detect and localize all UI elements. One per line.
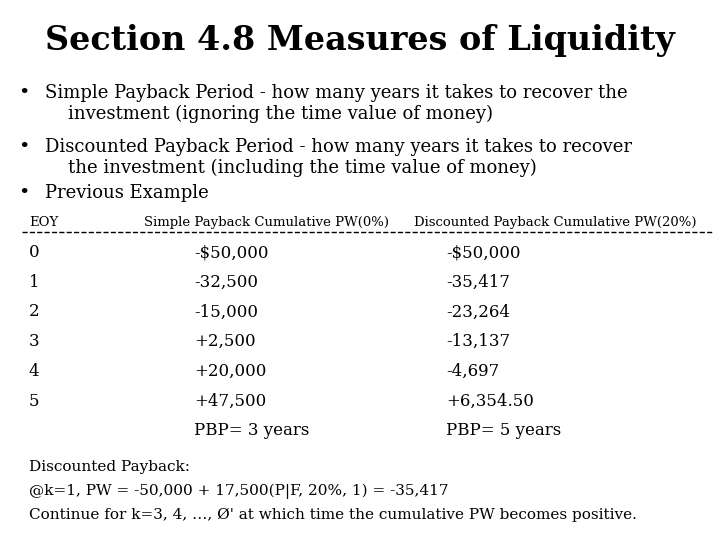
Text: -35,417: -35,417	[446, 274, 510, 291]
Text: •: •	[18, 138, 30, 156]
Text: Simple Payback Period - how many years it takes to recover the
    investment (i: Simple Payback Period - how many years i…	[45, 84, 627, 123]
Text: -$50,000: -$50,000	[446, 244, 521, 261]
Text: 1: 1	[29, 274, 40, 291]
Text: Previous Example: Previous Example	[45, 184, 208, 201]
Text: PBP= 5 years: PBP= 5 years	[446, 422, 562, 439]
Text: -$50,000: -$50,000	[194, 244, 269, 261]
Text: 4: 4	[29, 363, 40, 380]
Text: +20,000: +20,000	[194, 363, 267, 380]
Text: 5: 5	[29, 393, 40, 409]
Text: •: •	[18, 184, 30, 201]
Text: @k=1, PW = -50,000 + 17,500(P|F, 20%, 1) = -35,417: @k=1, PW = -50,000 + 17,500(P|F, 20%, 1)…	[29, 484, 449, 500]
Text: -13,137: -13,137	[446, 333, 510, 350]
Text: -23,264: -23,264	[446, 303, 510, 320]
Text: PBP= 3 years: PBP= 3 years	[194, 422, 310, 439]
Text: 2: 2	[29, 303, 40, 320]
Text: Discounted Payback Period - how many years it takes to recover
    the investmen: Discounted Payback Period - how many yea…	[45, 138, 631, 177]
Text: Discounted Payback:: Discounted Payback:	[29, 460, 190, 474]
Text: •: •	[18, 84, 30, 102]
Text: +2,500: +2,500	[194, 333, 256, 350]
Text: +6,354.50: +6,354.50	[446, 393, 534, 409]
Text: 0: 0	[29, 244, 40, 261]
Text: -32,500: -32,500	[194, 274, 258, 291]
Text: +47,500: +47,500	[194, 393, 266, 409]
Text: EOY: EOY	[29, 216, 58, 229]
Text: Continue for k=3, 4, …, Ø' at which time the cumulative PW becomes positive.: Continue for k=3, 4, …, Ø' at which time…	[29, 508, 636, 522]
Text: Simple Payback Cumulative PW(0%): Simple Payback Cumulative PW(0%)	[144, 216, 389, 229]
Text: 3: 3	[29, 333, 40, 350]
Text: Section 4.8 Measures of Liquidity: Section 4.8 Measures of Liquidity	[45, 24, 675, 57]
Text: -4,697: -4,697	[446, 363, 500, 380]
Text: -15,000: -15,000	[194, 303, 258, 320]
Text: Discounted Payback Cumulative PW(20%): Discounted Payback Cumulative PW(20%)	[414, 216, 696, 229]
